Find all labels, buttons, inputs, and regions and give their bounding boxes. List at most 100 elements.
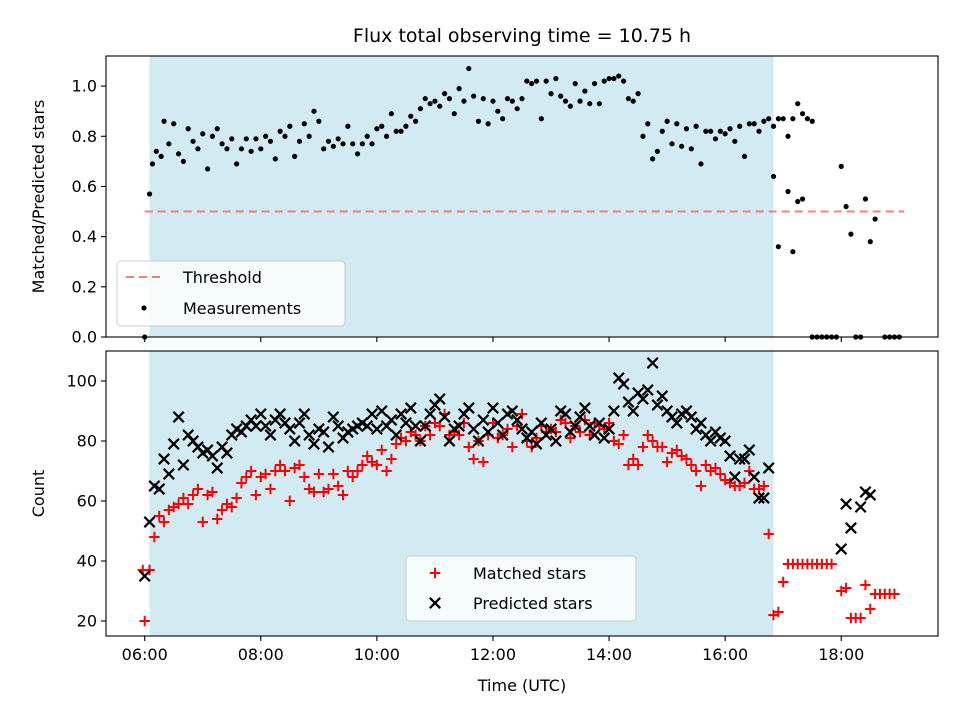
panel-1-measurements-point-120	[717, 128, 723, 134]
panel-2-matched-stars-point-99	[613, 438, 624, 450]
panel-2-predicted-stars-point-123	[733, 453, 746, 465]
panel-2-predicted-stars-point-25	[259, 420, 272, 432]
panel-1-measurements-point-135	[790, 116, 796, 122]
panel-1-measurements-point-94	[591, 80, 598, 87]
panel-1-measurements-point-44	[350, 141, 356, 147]
panel-1-measurements-point-59	[422, 96, 428, 102]
panel-2-matched-stars-point-57	[410, 429, 421, 441]
panel-1-measurements-point-109	[664, 118, 670, 124]
panel-2-predicted-stars-point-26	[264, 429, 277, 441]
panel-2-predicted-stars-point-17	[220, 447, 233, 459]
panel-2-xtick-label-5: 16:00	[702, 645, 748, 664]
panel-1-measurements-point-58	[417, 106, 424, 112]
legend-measurements-swatch	[141, 305, 147, 311]
panel-2-matched-stars-point-37	[313, 468, 325, 480]
panel-2-predicted-stars-point-40	[332, 420, 345, 432]
panel-2-matched-stars-point-34	[299, 471, 310, 483]
panel-1-measurements-point-14	[204, 166, 211, 172]
panel-1-ytick-label-0: 0.0	[72, 328, 97, 347]
legend-predicted-swatch	[429, 597, 441, 609]
panel-2-matched-stars-point-148	[855, 612, 866, 624]
panel-2-matched-stars-point-119	[710, 462, 721, 474]
panel-1-measurements-point-45	[354, 151, 361, 157]
panel-1-measurements-point-38	[321, 146, 327, 152]
panel-2-matched-stars-point-53	[391, 438, 402, 450]
panel-1-measurements-point-70	[475, 118, 482, 124]
panel-2-predicted-stars-point-74	[496, 429, 509, 441]
panel-1-measurements-point-85	[548, 91, 554, 97]
panel-2-predicted-stars-point-78	[516, 423, 528, 435]
panel-2-matched-stars-point-143	[826, 558, 837, 570]
panel-1-measurements-point-35	[306, 133, 312, 139]
panel-2-xtick-label-4: 14:00	[586, 645, 632, 664]
panel-2-predicted-stars-point-15	[211, 462, 224, 474]
panel-1-measurements-point-6	[166, 141, 172, 147]
panel-2-matched-stars-point-13	[197, 516, 208, 528]
panel-1-measurements-point-81	[529, 80, 535, 87]
panel-2-matched-stars-point-114	[686, 459, 697, 471]
panel-2-predicted-stars-point-133	[854, 501, 867, 513]
panel-1-measurements-point-32	[292, 153, 298, 159]
panel-1-measurements-point-77	[509, 98, 515, 104]
panel-2-matched-stars-point-20	[231, 492, 242, 504]
panel-2-matched-stars-point-102	[628, 453, 639, 465]
panel-1-measurements-point-21	[238, 146, 245, 152]
panel-2-predicted-stars-point-14	[206, 450, 219, 462]
panel-2-matched-stars-point-9	[178, 492, 189, 504]
panel-2-predicted-stars-point-106	[651, 399, 664, 411]
panel-2-matched-stars-point-41	[332, 480, 344, 492]
panel-2-predicted-stars-point-6	[167, 438, 180, 450]
panel-2-matched-stars-point-8	[173, 498, 184, 510]
panel-1-measurements-point-57	[412, 118, 419, 124]
panel-1-measurements-point-137	[799, 111, 806, 117]
panel-1-measurements-point-7	[171, 121, 177, 127]
panel-1-measurements-point-10	[185, 126, 191, 132]
panel-1-measurements-point-64	[446, 96, 453, 102]
panel-1-measurements-point-13	[200, 131, 206, 137]
panel-1-measurements-point-68	[466, 65, 472, 72]
panel-1-measurements-point-127	[751, 121, 757, 127]
panel-2-predicted-stars-point-28	[274, 408, 287, 420]
panel-1-measurements-point-9	[180, 158, 186, 164]
panel-2-predicted-stars-point-117	[704, 435, 717, 447]
panel-2-predicted-stars-point-59	[424, 408, 437, 420]
panel-2-matched-stars-point-26	[260, 468, 271, 480]
panel-2-predicted-stars-point-128	[757, 492, 770, 504]
panel-2-predicted-stars-point-96	[603, 423, 616, 435]
panel-2-predicted-stars-point-69	[472, 435, 485, 447]
panel-2-matched-stars-point-55	[400, 435, 412, 447]
panel-1-measurements-point-53	[393, 128, 399, 134]
panel-2-predicted-stars-point-107	[656, 390, 669, 402]
panel-1-measurements-point-3	[153, 148, 159, 154]
panel-1-measurements-point-79	[519, 96, 525, 102]
panel-1-measurements-point-99	[616, 73, 622, 79]
panel-1-measurements-point-159	[872, 216, 878, 222]
panel-1-measurements-point-131	[770, 123, 777, 129]
panel-2-matched-stars-point-89	[565, 432, 576, 444]
panel-1-measurements-point-18	[224, 146, 230, 152]
panel-2-predicted-stars-point-105	[646, 357, 659, 369]
panel-1-measurements-point-88	[562, 98, 569, 104]
panel-2-predicted-stars-point-126	[748, 471, 761, 483]
panel-2-matched-stars-point-100	[618, 429, 629, 441]
panel-1-measurements-point-130	[766, 116, 772, 122]
panel-2-predicted-stars-point-8	[177, 459, 190, 471]
panel-2-matched-stars-point-76	[502, 423, 513, 435]
panel-1-measurements-point-95	[596, 101, 602, 107]
panel-2-matched-stars-point-79	[516, 408, 528, 420]
panel-2-predicted-stars-point-122	[728, 471, 741, 483]
panel-1-measurements-point-37	[316, 118, 322, 124]
panel-1-measurements-point-72	[485, 121, 491, 127]
panel-2-matched-stars-point-10	[183, 498, 194, 510]
panel-1-measurements-point-110	[669, 141, 675, 147]
panel-1-measurements-point-15	[209, 133, 216, 139]
panel-2-predicted-stars-point-68	[467, 423, 480, 435]
panel-2-matched-stars-point-145	[840, 582, 852, 594]
panel-2-matched-stars-point-97	[603, 417, 615, 429]
panel-2-matched-stars-point-17	[216, 504, 228, 516]
panel-2-matched-stars-point-109	[661, 456, 673, 468]
panel-2-matched-stars-point-51	[381, 465, 392, 477]
panel-2-xtick-label-2: 10:00	[354, 645, 400, 664]
legend-measurements-label: Measurements	[183, 299, 301, 318]
